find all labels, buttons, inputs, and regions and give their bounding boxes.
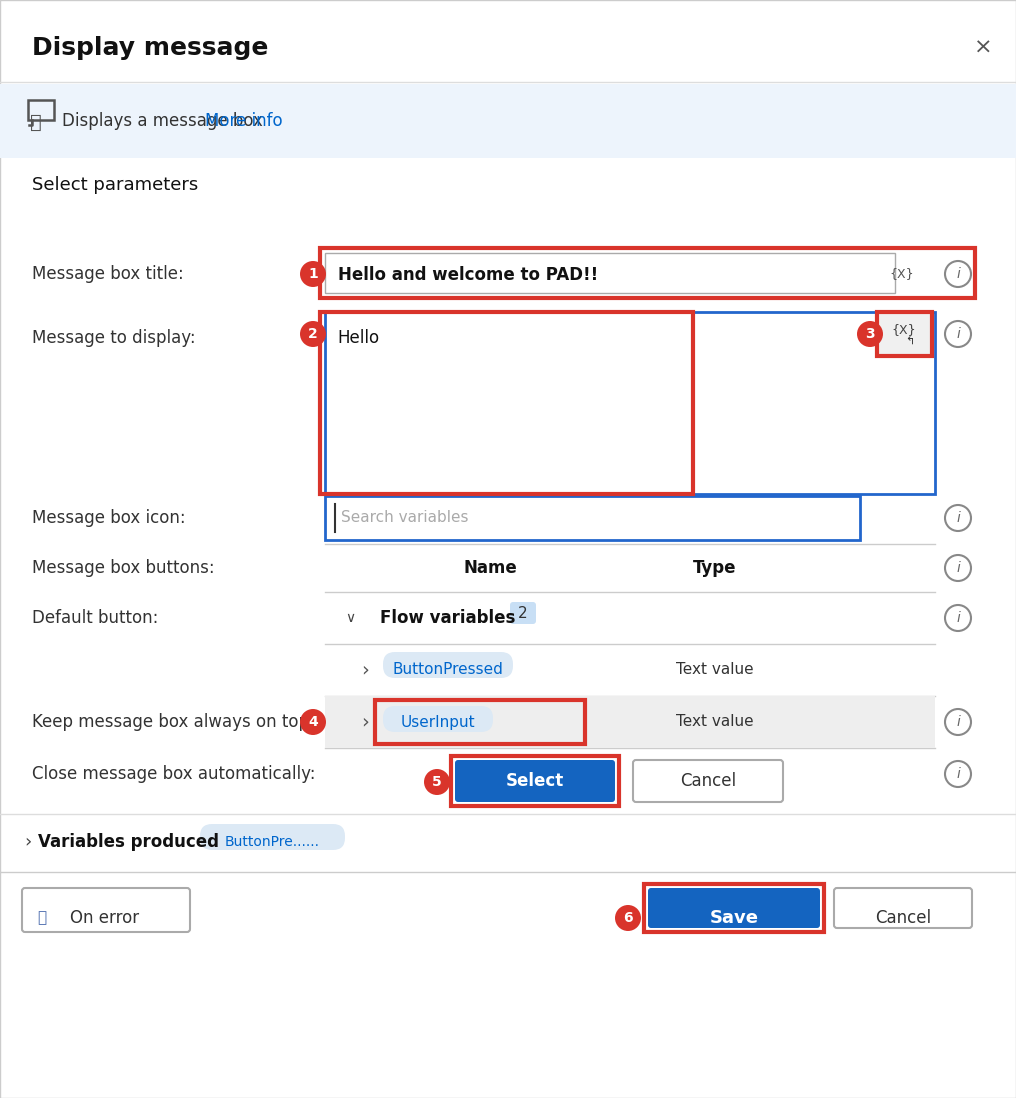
Text: i: i	[956, 511, 960, 525]
Text: i: i	[956, 267, 960, 281]
Bar	[320, 248, 975, 298]
Text: Hello: Hello	[337, 329, 379, 347]
Text: i: i	[956, 610, 960, 625]
Bar	[451, 757, 619, 806]
Text: Displays a message box: Displays a message box	[62, 112, 268, 130]
Text: ›: ›	[361, 713, 369, 731]
Text: More info: More info	[205, 112, 282, 130]
Text: Variables produced: Variables produced	[38, 833, 219, 851]
Bar	[375, 701, 585, 744]
Text: i: i	[956, 715, 960, 729]
Circle shape	[300, 321, 326, 347]
Bar	[320, 312, 693, 494]
Text: {X}: {X}	[890, 268, 914, 280]
Text: Cancel: Cancel	[680, 772, 736, 789]
Text: On error: On error	[70, 909, 139, 927]
Text: i: i	[956, 768, 960, 781]
FancyBboxPatch shape	[510, 602, 536, 624]
Text: ButtonPressed: ButtonPressed	[392, 662, 504, 677]
Text: ∨: ∨	[345, 610, 355, 625]
FancyBboxPatch shape	[383, 652, 513, 677]
Text: ›: ›	[361, 661, 369, 680]
Text: Default button:: Default button:	[31, 609, 158, 627]
Text: Type: Type	[693, 559, 737, 578]
Text: Select: Select	[506, 772, 564, 789]
Text: Message to display:: Message to display:	[31, 329, 196, 347]
Text: ×: ×	[973, 38, 993, 58]
Text: 6: 6	[623, 911, 633, 925]
Circle shape	[858, 321, 883, 347]
Text: i: i	[956, 561, 960, 575]
Text: Name: Name	[463, 559, 517, 578]
Circle shape	[615, 905, 641, 931]
Text: Message box buttons:: Message box buttons:	[31, 559, 214, 578]
Bar	[325, 496, 860, 540]
Bar	[644, 884, 824, 932]
Text: ↰: ↰	[905, 337, 914, 347]
Bar	[28, 100, 54, 120]
Text: 5: 5	[432, 775, 442, 789]
Text: Close message box automatically:: Close message box automatically:	[31, 765, 316, 783]
Text: Flow variables: Flow variables	[380, 609, 515, 627]
Text: 1: 1	[308, 267, 318, 281]
Bar	[877, 312, 932, 356]
Text: i: i	[956, 327, 960, 341]
FancyBboxPatch shape	[648, 888, 820, 928]
Text: 4: 4	[308, 715, 318, 729]
Bar	[325, 312, 935, 494]
Text: ⎕: ⎕	[30, 112, 42, 132]
Text: 2: 2	[308, 327, 318, 341]
Text: Text value: Text value	[677, 662, 754, 677]
Text: Display message: Display message	[31, 36, 268, 60]
Text: Message box icon:: Message box icon:	[31, 509, 186, 527]
Text: 3: 3	[866, 327, 875, 341]
Text: Save: Save	[709, 909, 759, 927]
FancyBboxPatch shape	[455, 760, 615, 802]
Text: Search variables: Search variables	[341, 511, 468, 526]
FancyBboxPatch shape	[22, 888, 190, 932]
FancyBboxPatch shape	[200, 824, 345, 850]
Bar	[325, 696, 935, 748]
Bar	[325, 253, 895, 293]
Text: Message box title:: Message box title:	[31, 265, 184, 283]
Text: Cancel: Cancel	[875, 909, 931, 927]
Text: 2: 2	[518, 605, 528, 620]
Text: UserInput: UserInput	[400, 715, 475, 729]
Bar	[0, 85, 1016, 158]
Text: Keep message box always on top:: Keep message box always on top:	[31, 713, 315, 731]
Text: ⛨: ⛨	[38, 910, 47, 926]
FancyBboxPatch shape	[633, 760, 783, 802]
Text: {X}: {X}	[892, 324, 916, 336]
FancyBboxPatch shape	[383, 706, 493, 732]
Text: ›: ›	[24, 833, 31, 851]
Circle shape	[300, 261, 326, 287]
Circle shape	[424, 769, 450, 795]
Text: Select parameters: Select parameters	[31, 176, 198, 194]
Text: Text value: Text value	[677, 715, 754, 729]
Text: ButtonPre......: ButtonPre......	[225, 834, 319, 849]
FancyBboxPatch shape	[834, 888, 972, 928]
Text: Hello and welcome to PAD!!: Hello and welcome to PAD!!	[338, 266, 598, 284]
Circle shape	[300, 709, 326, 735]
